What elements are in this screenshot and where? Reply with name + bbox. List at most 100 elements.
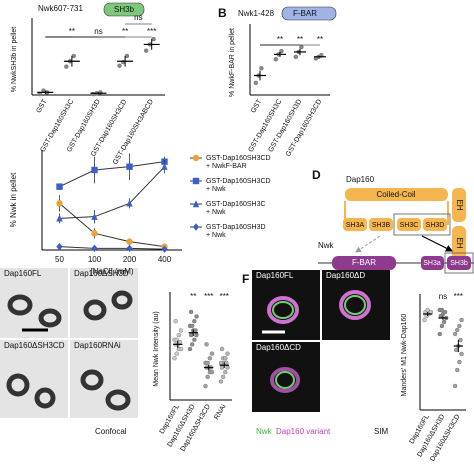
data-point [452, 331, 458, 337]
data-point [209, 370, 215, 375]
micrographs-e [0, 268, 138, 418]
chart-title: Nwk1-428 [238, 9, 275, 18]
series-line [59, 202, 165, 248]
data-point [437, 331, 442, 337]
domain-label: F-BAR [293, 9, 317, 18]
micrograph-label: Dap160FL [4, 269, 42, 278]
data-point [459, 351, 464, 357]
fbar-domain [332, 256, 396, 270]
legend-label: Nwk [256, 427, 273, 436]
data-point [190, 342, 195, 347]
marker [56, 214, 63, 222]
legend-label: GST-Dap160SH3C + Nwk [206, 201, 267, 216]
data-point [204, 342, 209, 347]
data-point [455, 327, 460, 333]
data-point [172, 356, 177, 361]
sh3-domain [397, 218, 421, 231]
chart-title: Nwk607-731 [38, 4, 83, 13]
data-point [193, 328, 198, 333]
caption: SIM [374, 427, 389, 436]
x-tick-label: 400 [158, 255, 172, 264]
sh3-domain [369, 218, 393, 231]
coiled-coil [345, 188, 448, 201]
data-point [218, 379, 224, 384]
domain-diagram: Dap160 Coiled-Coil EH EH SH3A SH3B SH3C … [318, 175, 474, 274]
eh-domain [452, 188, 466, 222]
data-point [299, 44, 304, 50]
data-point [207, 356, 212, 361]
data-point [439, 307, 445, 313]
data-point [194, 314, 199, 319]
micrograph-label: Dap160RNAi [74, 341, 121, 350]
x-tick-label: 100 [88, 255, 102, 264]
micrograph-label: Dap160ΔSH3D [74, 269, 129, 278]
x-tick-label: GST [250, 98, 264, 115]
significance: ns [134, 13, 142, 22]
data-point [452, 383, 458, 389]
protein-label: Nwk [318, 241, 335, 250]
micrograph-label: Dap160ΔCD [256, 343, 301, 352]
marker [192, 223, 200, 231]
series-line [59, 246, 165, 250]
domain-label: EH [455, 237, 464, 248]
x-tick-label: GST [35, 98, 49, 115]
y-axis-label: % Nwk in pellet [9, 172, 18, 227]
data-point [439, 323, 445, 329]
significance: *** [220, 292, 229, 301]
panel-letter: D [312, 168, 321, 182]
legend-label: Dap160 variant [276, 427, 331, 436]
highlight-box [393, 213, 451, 236]
marker [161, 162, 168, 170]
x-tick-label: 50 [55, 255, 64, 264]
legend-label: GST-Dap160SH3CD + NwkF-BAR [206, 155, 273, 170]
marker [161, 245, 168, 253]
data-point [221, 374, 226, 379]
sh3-domain [343, 218, 367, 231]
data-point [459, 317, 464, 323]
data-point [209, 351, 215, 356]
y-axis-label: Mean Nwk Intensity (au) [153, 311, 160, 386]
x-tick-label: Dap160ΔSH3CD [180, 403, 213, 452]
data-point [205, 360, 210, 366]
marker [91, 166, 98, 174]
data-point [457, 323, 462, 329]
marker [91, 212, 98, 220]
marker [192, 200, 200, 208]
domain-label: SH3D [426, 222, 445, 229]
data-point [219, 365, 225, 370]
significance: ** [317, 35, 323, 44]
data-point [178, 346, 184, 352]
domain-badge [103, 2, 145, 17]
marker [126, 163, 133, 170]
caption: Confocal [95, 427, 127, 436]
micrograph-label: Dap160FL [256, 271, 294, 280]
significance: ** [297, 35, 303, 44]
marker [126, 238, 133, 245]
data-point [192, 337, 197, 342]
data-point [273, 57, 278, 62]
x-tick-label: GST-Dap160SH3CD [285, 98, 323, 157]
data-point [422, 317, 427, 323]
sh3-domain [423, 218, 447, 231]
significance: ns [94, 27, 102, 36]
data-point [253, 80, 258, 85]
significance: *** [204, 292, 213, 301]
micrograph-label: Dap160ΔSH3CD [4, 341, 65, 350]
protein-label: Dap160 [346, 175, 375, 184]
data-point [457, 359, 462, 365]
significance: *** [147, 27, 156, 36]
domain-label: SH3C [400, 222, 419, 229]
marker [91, 230, 98, 237]
sh3-domain [421, 256, 444, 270]
data-point [441, 319, 447, 325]
domain-label: Coiled-Coil [376, 190, 415, 199]
domain-label: EH [455, 199, 464, 210]
x-tick-label: RNAi [213, 403, 227, 421]
y-axis-label: % NwkSH3b in pellet [11, 27, 18, 92]
significance: ** [190, 292, 196, 301]
data-point [259, 66, 264, 71]
marker [56, 183, 63, 190]
micrographs-f [252, 270, 390, 412]
data-point [188, 332, 194, 338]
